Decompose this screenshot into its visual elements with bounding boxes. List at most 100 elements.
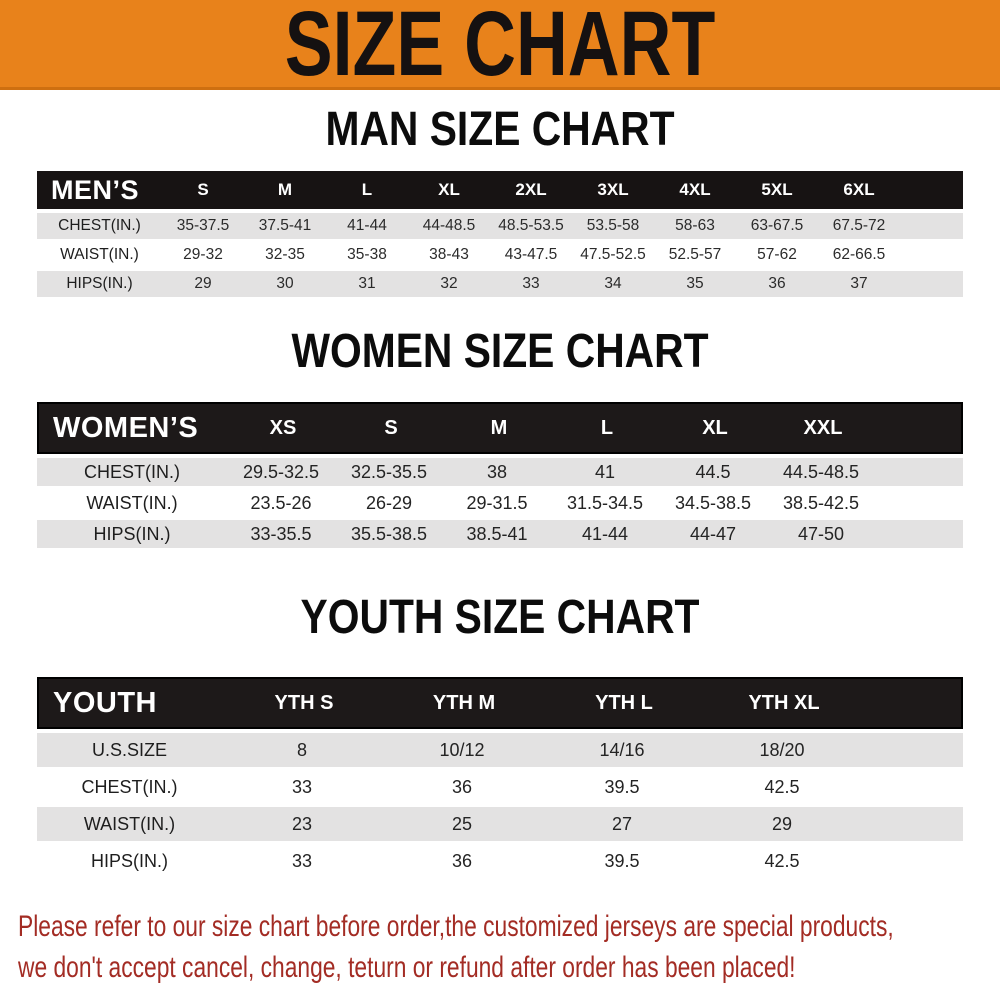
table-cell: 29.5-32.5 <box>242 461 320 482</box>
footer-warning-line2: we don't accept cancel, change, teturn o… <box>18 951 796 984</box>
table-cell: 43-47.5 <box>504 246 558 263</box>
table-cell: 27 <box>611 813 633 834</box>
youth-size-table: YOUTH YTH S YTH M YTH L YTH XL U.S.SIZE … <box>37 677 963 878</box>
table-cell: 58-63 <box>675 217 715 234</box>
banner: SIZE CHART <box>0 0 1000 90</box>
table-cell: 39.5 <box>604 850 640 871</box>
women-size-table: WOMEN’S XS S M L XL XXL CHEST(IN.) 29.5-… <box>37 402 963 548</box>
table-cell: 63-67.5 <box>750 217 804 234</box>
youth-section-heading: YOUTH SIZE CHART <box>300 591 700 644</box>
table-row: CHEST(IN.) 33 36 39.5 42.5 <box>37 770 963 804</box>
table-cell: 35.5-38.5 <box>350 523 428 544</box>
banner-title: SIZE CHART <box>284 0 716 90</box>
table-cell: 32.5-35.5 <box>350 461 428 482</box>
table-cell: 37 <box>850 275 868 292</box>
column-header: M <box>490 416 508 439</box>
table-row: U.S.SIZE 8 10/12 14/16 18/20 <box>37 733 963 767</box>
table-cell: 29-32 <box>183 246 223 263</box>
table-cell: 57-62 <box>757 246 797 263</box>
table-cell: 41-44 <box>347 217 387 234</box>
table-cell: 29 <box>194 275 212 292</box>
table-cell: 37.5-41 <box>258 217 312 234</box>
column-header: S <box>197 180 209 199</box>
table-row: CHEST(IN.) 35-37.5 37.5-41 41-44 44-48.5… <box>37 213 963 239</box>
column-header: L <box>600 416 614 439</box>
table-cell: 41-44 <box>581 523 629 544</box>
women-table-title: WOMEN’S <box>53 411 199 444</box>
table-row: WAIST(IN.) 23.5-26 26-29 29-31.5 31.5-34… <box>37 489 963 517</box>
table-cell: 44-48.5 <box>422 217 476 234</box>
row-label: HIPS(IN.) <box>90 850 168 871</box>
row-label: WAIST(IN.) <box>86 492 178 513</box>
men-size-table: MEN’S S M L XL 2XL 3XL 4XL 5XL 6XL CHEST… <box>37 171 963 297</box>
table-cell: 38 <box>486 461 508 482</box>
column-header: XL <box>702 416 728 439</box>
man-section-heading: MAN SIZE CHART <box>325 103 675 156</box>
table-cell: 38.5-42.5 <box>782 492 860 513</box>
column-header: XXL <box>803 416 843 439</box>
column-header: 3XL <box>597 180 629 199</box>
row-label: HIPS(IN.) <box>66 275 133 292</box>
table-cell: 47.5-52.5 <box>580 246 646 263</box>
column-header: YTH XL <box>748 691 820 714</box>
table-cell: 53.5-58 <box>586 217 640 234</box>
table-cell: 42.5 <box>764 776 800 797</box>
table-row: HIPS(IN.) 29 30 31 32 33 34 35 36 37 <box>37 271 963 297</box>
women-section-heading: WOMEN SIZE CHART <box>291 325 709 378</box>
table-cell: 48.5-53.5 <box>498 217 564 234</box>
table-cell: 29-31.5 <box>466 492 528 513</box>
table-cell: 30 <box>276 275 294 292</box>
table-cell: 39.5 <box>604 776 640 797</box>
table-cell: 38.5-41 <box>466 523 528 544</box>
table-cell: 44.5-48.5 <box>782 461 860 482</box>
column-header: XL <box>438 180 460 199</box>
table-cell: 36 <box>451 850 473 871</box>
table-cell: 67.5-72 <box>832 217 886 234</box>
table-cell: 44-47 <box>689 523 737 544</box>
column-header: YTH S <box>274 691 334 714</box>
table-cell: 23.5-26 <box>250 492 312 513</box>
row-label: WAIST(IN.) <box>83 813 176 834</box>
table-cell: 34 <box>604 275 622 292</box>
table-cell: 32 <box>440 275 458 292</box>
column-header: YTH M <box>432 691 496 714</box>
column-header: 5XL <box>761 180 793 199</box>
row-label: WAIST(IN.) <box>60 246 139 263</box>
row-label: HIPS(IN.) <box>93 523 171 544</box>
table-row: WAIST(IN.) 29-32 32-35 35-38 38-43 43-47… <box>37 242 963 268</box>
table-cell: 8 <box>296 739 307 760</box>
table-cell: 42.5 <box>764 850 800 871</box>
table-cell: 52.5-57 <box>668 246 722 263</box>
column-header: 4XL <box>679 180 711 199</box>
column-header: XS <box>269 416 297 439</box>
table-row: HIPS(IN.) 33 36 39.5 42.5 <box>37 844 963 878</box>
table-cell: 33-35.5 <box>250 523 312 544</box>
row-label: CHEST(IN.) <box>84 461 180 482</box>
table-cell: 33 <box>291 776 313 797</box>
table-cell: 36 <box>451 776 473 797</box>
table-cell: 10/12 <box>439 739 485 760</box>
row-label: CHEST(IN.) <box>81 776 178 797</box>
men-table-header-row: MEN’S S M L XL 2XL 3XL 4XL 5XL 6XL <box>37 171 963 209</box>
footer-warning: Please refer to our size chart before or… <box>0 906 1000 988</box>
column-header: M <box>277 180 293 199</box>
row-label: U.S.SIZE <box>91 739 167 760</box>
column-header: S <box>384 416 398 439</box>
table-cell: 38-43 <box>429 246 469 263</box>
table-cell: 34.5-38.5 <box>674 492 752 513</box>
column-header: 6XL <box>843 180 875 199</box>
table-cell: 32-35 <box>265 246 305 263</box>
row-label: CHEST(IN.) <box>58 217 141 234</box>
table-cell: 31.5-34.5 <box>566 492 644 513</box>
men-table-title: MEN’S <box>51 174 140 205</box>
table-cell: 14/16 <box>599 739 645 760</box>
table-cell: 25 <box>451 813 473 834</box>
youth-table-header-row: YOUTH YTH S YTH M YTH L YTH XL <box>37 677 963 729</box>
table-cell: 35 <box>686 275 704 292</box>
table-row: CHEST(IN.) 29.5-32.5 32.5-35.5 38 41 44.… <box>37 458 963 486</box>
table-cell: 33 <box>522 275 540 292</box>
table-cell: 35-37.5 <box>176 217 230 234</box>
table-cell: 31 <box>358 275 376 292</box>
table-cell: 44.5 <box>695 461 731 482</box>
